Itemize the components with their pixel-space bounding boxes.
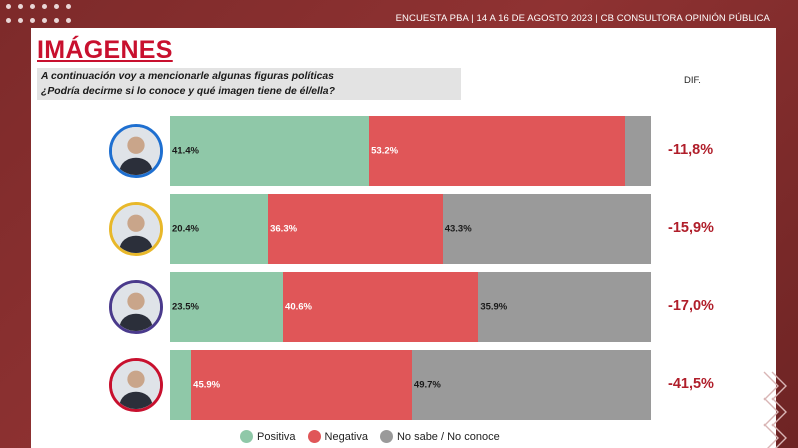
chart-row: 20.4% 36.3% 43.3% -15,9% xyxy=(31,194,776,264)
question-box: A continuación voy a mencionarle algunas… xyxy=(37,68,461,100)
person-icon xyxy=(112,361,160,409)
dif-column-label: DIF. xyxy=(684,75,701,86)
decorative-dots xyxy=(6,4,78,23)
bar-segment-no-sabe: 43.3% xyxy=(442,194,651,264)
bar-segment-no-sabe: 49.7% xyxy=(411,350,651,420)
bar-segment-positiva: 20.4% xyxy=(170,194,269,264)
legend-item-positiva: Positiva xyxy=(240,430,296,443)
bar-segment-negativa: 40.6% xyxy=(283,272,479,342)
content-card: IMÁGENES A continuación voy a mencionarl… xyxy=(31,28,776,448)
dif-value: -17,0% xyxy=(668,298,714,314)
dif-value: -11,8% xyxy=(668,142,714,158)
legend-item-no-sabe: No sabe / No conoce xyxy=(379,430,500,443)
legend-label-no-sabe: No sabe / No conoce xyxy=(396,430,500,443)
legend-swatch-negativa xyxy=(307,430,321,443)
person-avatar xyxy=(109,280,163,334)
dif-value: -41,5% xyxy=(668,376,714,392)
stacked-bar: 45.9% 49.7% xyxy=(170,350,651,420)
person-icon xyxy=(112,283,160,331)
bar-segment-negativa: 45.9% xyxy=(191,350,412,420)
person-avatar xyxy=(109,202,163,256)
bar-segment-positiva xyxy=(170,350,192,420)
bar-segment-negativa: 36.3% xyxy=(268,194,443,264)
stacked-bar: 41.4% 53.2% xyxy=(170,116,651,186)
legend-swatch-positiva xyxy=(240,430,253,443)
dif-value: -15,9% xyxy=(668,220,714,236)
data-label: 41.4% xyxy=(172,145,199,157)
data-label: 40.6% xyxy=(285,301,312,313)
legend-item-negativa: Negativa xyxy=(307,430,368,443)
data-label: 36.3% xyxy=(270,223,298,235)
data-label: 53.2% xyxy=(371,145,399,157)
person-avatar xyxy=(109,358,163,412)
legend-swatch-no-sabe xyxy=(379,430,393,443)
chart-legend: Positiva Negativa No sabe / No conoce xyxy=(240,430,512,443)
data-label: 23.5% xyxy=(172,301,199,313)
data-label: 49.7% xyxy=(413,379,441,391)
question-line-1: A continuación voy a mencionarle algunas… xyxy=(41,71,334,82)
chevron-decoration-icon xyxy=(763,371,787,448)
bar-segment-no-sabe xyxy=(625,116,651,186)
bar-segment-positiva: 23.5% xyxy=(170,272,284,342)
person-icon xyxy=(112,205,160,253)
data-label: 43.3% xyxy=(444,223,472,235)
data-label: 35.9% xyxy=(480,301,508,313)
legend-label-negativa: Negativa xyxy=(324,430,368,443)
person-icon xyxy=(112,127,160,175)
chart-row: 23.5% 40.6% 35.9% -17,0% xyxy=(31,272,776,342)
page-title: IMÁGENES xyxy=(37,36,173,64)
bar-segment-no-sabe: 35.9% xyxy=(478,272,651,342)
chart-row: 45.9% 49.7% -41,5% xyxy=(31,350,776,420)
survey-header: ENCUESTA PBA | 14 A 16 DE AGOSTO 2023 | … xyxy=(395,13,770,24)
data-label: 45.9% xyxy=(193,379,221,391)
question-line-2: ¿Podría decirme si lo conoce y qué image… xyxy=(41,86,335,97)
bar-segment-positiva: 41.4% xyxy=(170,116,370,186)
stacked-bar: 23.5% 40.6% 35.9% xyxy=(170,272,651,342)
stacked-bar: 20.4% 36.3% 43.3% xyxy=(170,194,651,264)
chart-row: 41.4% 53.2% -11,8% xyxy=(31,116,776,186)
legend-label-positiva: Positiva xyxy=(257,430,296,443)
data-label: 20.4% xyxy=(172,223,199,235)
person-avatar xyxy=(109,124,163,178)
bar-segment-negativa: 53.2% xyxy=(369,116,626,186)
